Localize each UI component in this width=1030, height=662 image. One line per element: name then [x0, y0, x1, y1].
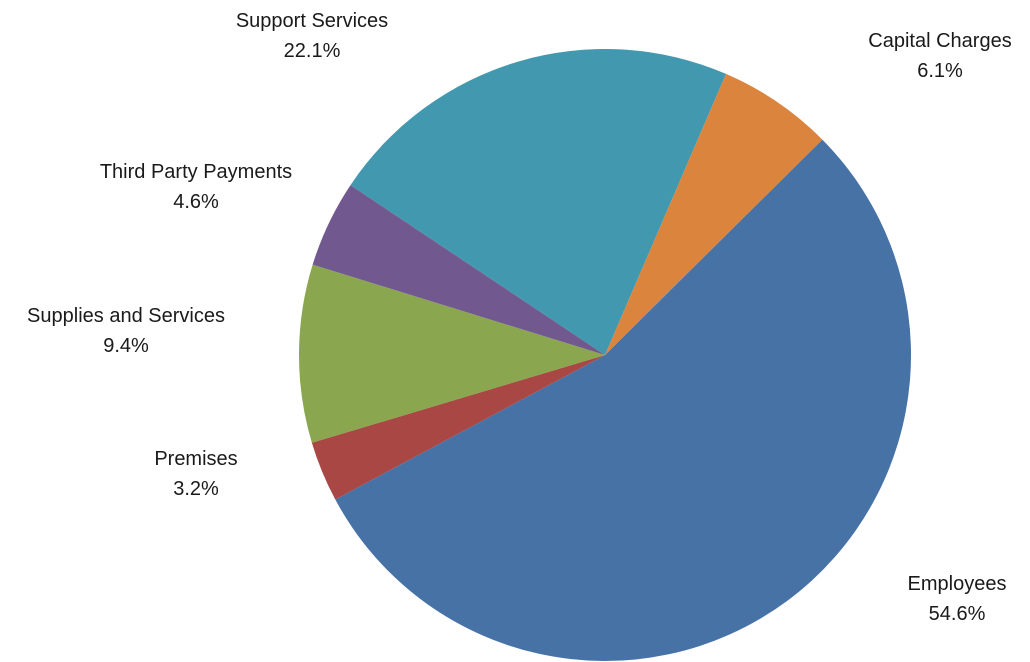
- slice-label: Third Party Payments: [100, 161, 292, 183]
- slice-value-label: 3.2%: [173, 478, 219, 500]
- slice-value-label: 4.6%: [173, 191, 219, 213]
- slice-label: Employees: [908, 573, 1007, 595]
- pie-slice-support-services: [350, 48, 726, 355]
- slice-value-label: 6.1%: [917, 60, 963, 82]
- pie-slices: [299, 48, 912, 662]
- slice-value-label: 54.6%: [929, 603, 986, 625]
- pie-slice-third-party-payments: [312, 185, 605, 355]
- slice-value-label: 9.4%: [103, 335, 149, 357]
- pie-labels: Employees 54.6% Premises 3.2% Supplies and S…: [27, 10, 1012, 625]
- pie-slice-premises: [311, 355, 605, 500]
- slice-value-label: 22.1%: [284, 40, 341, 62]
- slice-label: Premises: [154, 448, 237, 470]
- slice-label: Capital Charges: [868, 30, 1011, 52]
- pie-slice-supplies-and-services: [299, 264, 605, 443]
- slice-label: Support Services: [236, 10, 388, 32]
- slice-label: Supplies and Services: [27, 305, 225, 327]
- pie-slice-employees: [335, 139, 912, 662]
- pie-slice-capital-charges: [605, 73, 823, 356]
